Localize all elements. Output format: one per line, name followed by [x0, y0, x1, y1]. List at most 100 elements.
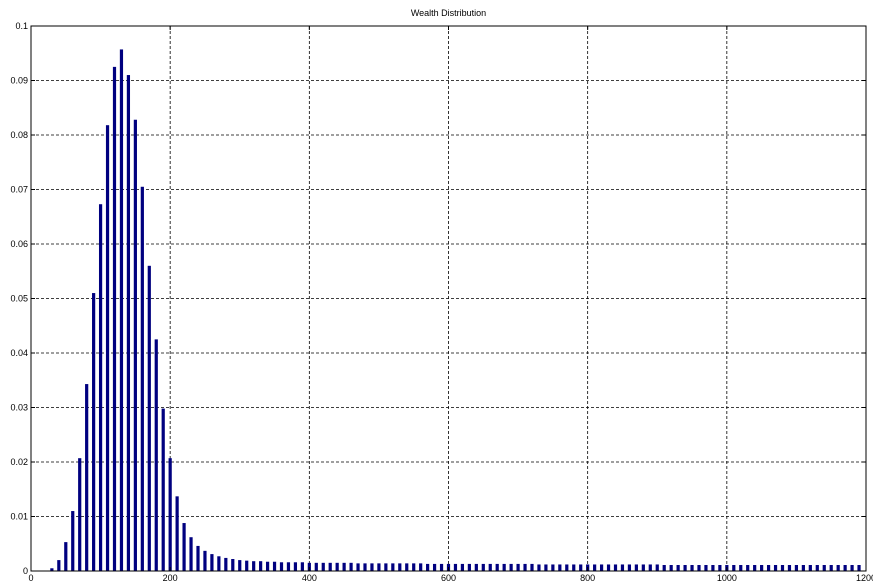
bar	[321, 562, 325, 571]
bar	[265, 561, 270, 571]
bar	[57, 560, 61, 571]
bar	[551, 564, 555, 571]
bar	[488, 563, 492, 571]
bar	[641, 564, 645, 571]
bar	[182, 523, 186, 571]
x-tick-label: 600	[441, 573, 456, 583]
bar	[175, 496, 179, 571]
bar	[572, 564, 576, 571]
bar	[808, 565, 812, 571]
y-tick-label: 0.05	[10, 294, 28, 304]
bar	[370, 563, 374, 571]
y-tick-label: 0.08	[10, 130, 28, 140]
bar	[732, 565, 736, 571]
bar	[92, 293, 96, 571]
bar	[620, 564, 625, 571]
x-tick-label: 200	[163, 573, 178, 583]
bar	[579, 564, 583, 571]
bar	[119, 49, 124, 572]
x-tick-label: 400	[302, 573, 317, 583]
bar	[753, 565, 757, 571]
bar	[342, 562, 346, 571]
y-tick-label: 0.01	[10, 512, 28, 522]
bar	[384, 563, 388, 571]
bar	[843, 565, 847, 571]
y-tick-label: 0.09	[10, 76, 28, 86]
bar	[154, 339, 158, 571]
bar	[161, 408, 165, 571]
bar	[252, 561, 256, 571]
bar	[502, 563, 506, 571]
bar	[189, 537, 193, 571]
bar	[335, 562, 339, 571]
y-tick-label: 0.07	[10, 185, 28, 195]
bar	[391, 563, 395, 571]
bar	[231, 559, 235, 571]
x-tick-label: 0	[28, 573, 33, 583]
bar	[112, 66, 117, 571]
bar	[690, 565, 694, 571]
bar	[64, 542, 68, 571]
bar	[133, 119, 137, 572]
bar	[217, 556, 221, 571]
bar	[627, 564, 632, 571]
bar	[419, 563, 423, 571]
bar	[363, 563, 367, 571]
y-tick-label: 0.03	[10, 403, 28, 413]
bar	[147, 265, 151, 571]
bar	[140, 186, 144, 571]
bar	[718, 565, 722, 571]
bar	[787, 565, 792, 571]
bar	[613, 564, 618, 571]
bar	[203, 550, 207, 571]
bar	[432, 563, 437, 571]
bar	[516, 563, 520, 571]
bar	[760, 565, 764, 571]
bar	[815, 565, 819, 571]
x-tick-label: 800	[580, 573, 595, 583]
bar	[71, 511, 75, 571]
bar	[245, 560, 249, 571]
bar	[286, 562, 291, 571]
bar	[460, 563, 465, 571]
bar	[349, 562, 353, 571]
bar	[704, 565, 708, 571]
bar	[606, 564, 611, 571]
bar	[78, 458, 82, 571]
bar	[495, 563, 499, 571]
chart-title: Wealth Distribution	[411, 8, 486, 18]
bar	[377, 563, 381, 571]
y-tick-label: 0.04	[10, 348, 28, 358]
bar	[314, 562, 318, 571]
bar	[453, 563, 458, 571]
bar	[836, 565, 840, 571]
bar	[474, 563, 478, 571]
bar	[565, 564, 569, 571]
bar	[523, 563, 527, 571]
bar	[669, 565, 673, 571]
bar	[558, 564, 562, 571]
y-tick-label: 0.1	[15, 21, 28, 31]
y-tick-label: 0.06	[10, 239, 28, 249]
bar	[467, 563, 471, 571]
bar	[439, 563, 444, 571]
bar	[850, 565, 854, 571]
y-tick-label: 0	[23, 566, 28, 576]
bar	[412, 563, 416, 571]
bar	[196, 545, 200, 571]
bar	[509, 563, 513, 571]
bar	[426, 563, 430, 571]
bar	[105, 125, 110, 571]
bar	[530, 563, 534, 571]
bar	[801, 565, 805, 571]
x-tick-label: 1000	[717, 573, 737, 583]
bar	[739, 565, 743, 571]
bar	[857, 565, 861, 571]
bar	[259, 561, 263, 571]
bars	[50, 49, 861, 572]
bar	[544, 564, 548, 571]
bar	[85, 384, 89, 571]
bar	[683, 565, 687, 571]
